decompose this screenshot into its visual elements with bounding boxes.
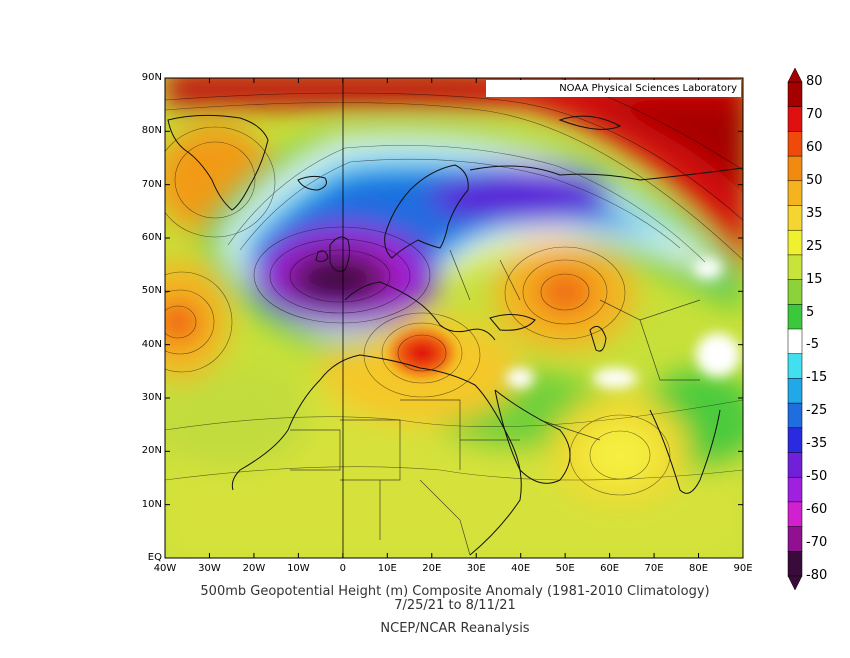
colorbar-segment [787, 476, 803, 503]
colorbar-segment [787, 229, 803, 256]
colorbar-label: -35 [806, 436, 828, 452]
longitude-label: 20E [422, 563, 442, 574]
colorbar-label: -70 [806, 535, 828, 551]
colorbar-max-arrow [787, 67, 803, 83]
colorbar-segment [787, 526, 803, 552]
colorbar-label: 70 [806, 106, 823, 122]
colorbar-label: 15 [806, 271, 823, 287]
latitude-label: 10N [141, 498, 162, 510]
map-title: 500mb Geopotential Height (m) Composite … [200, 584, 710, 599]
colorbar [787, 67, 803, 591]
map-frame [164, 77, 744, 559]
colorbar-label: -25 [806, 403, 828, 419]
latitude-label: 90N [141, 72, 162, 83]
latitude-label: 20N [141, 445, 162, 457]
colorbar-segment [787, 131, 803, 157]
longitude-label: 10E [377, 563, 397, 574]
colorbar-label: -5 [806, 337, 819, 353]
longitude-label: 30W [198, 563, 221, 574]
colorbar-label: 60 [806, 139, 823, 155]
colorbar-segment [787, 452, 803, 478]
longitude-label: 40E [511, 563, 531, 574]
colorbar-segment [787, 402, 803, 429]
colorbar-label: -60 [806, 502, 828, 518]
country-borders [290, 249, 701, 556]
colorbar-segment [787, 328, 803, 355]
longitude-label: 30E [466, 563, 486, 574]
colorbar-segment [787, 427, 803, 454]
colorbar-min-arrow [787, 575, 803, 591]
colorbar-label: -80 [806, 568, 828, 583]
longitude-label: 60E [600, 563, 620, 574]
colorbar-segment [787, 180, 803, 207]
colorbar-segment [787, 81, 803, 108]
colorbar-label: -15 [806, 370, 828, 386]
longitude-label: 50E [555, 563, 575, 574]
colorbar-segment [787, 106, 803, 132]
colorbar-label: 25 [806, 238, 823, 254]
dataset-label: NCEP/NCAR Reanalysis [380, 621, 530, 636]
longitude-label: 80E [689, 563, 709, 574]
longitude-label: 10W [287, 563, 310, 574]
colorbar-segment [787, 378, 803, 404]
latitude-label: 80N [141, 125, 162, 137]
colorbar-label: 5 [806, 304, 815, 320]
credit-label: NOAA Physical Sciences Laboratory [486, 80, 741, 97]
colorbar-label: 50 [806, 172, 823, 188]
colorbar-label: 35 [806, 205, 823, 221]
longitude-label: 0 [339, 563, 347, 574]
map-field [165, 78, 743, 558]
latitude-label: 30N [141, 392, 162, 403]
latitude-label: 50N [141, 285, 162, 297]
latitude-label: 40N [141, 338, 162, 350]
colorbar-segment [787, 155, 803, 182]
longitude-label: 20W [242, 563, 266, 574]
latitude-label: 60N [141, 232, 162, 243]
contour-lines [165, 78, 743, 496]
colorbar-segment [787, 205, 803, 231]
longitude-label: 40W [153, 563, 177, 574]
coastlines [167, 114, 743, 556]
colorbar-segment [787, 304, 803, 330]
colorbar-segment [787, 501, 803, 528]
colorbar-segment [787, 279, 803, 305]
colorbar-segment [787, 254, 803, 281]
colorbar-segment [787, 551, 803, 577]
longitude-label: 70E [644, 563, 664, 574]
colorbar-label: 80 [806, 74, 823, 89]
colorbar-segment [787, 353, 803, 379]
date-range: 7/25/21 to 8/11/21 [394, 598, 516, 613]
longitude-label: 90E [733, 563, 753, 574]
colorbar-label: -50 [806, 469, 828, 485]
latitude-label: 70N [141, 178, 162, 190]
latitude-label: EQ [147, 552, 162, 563]
